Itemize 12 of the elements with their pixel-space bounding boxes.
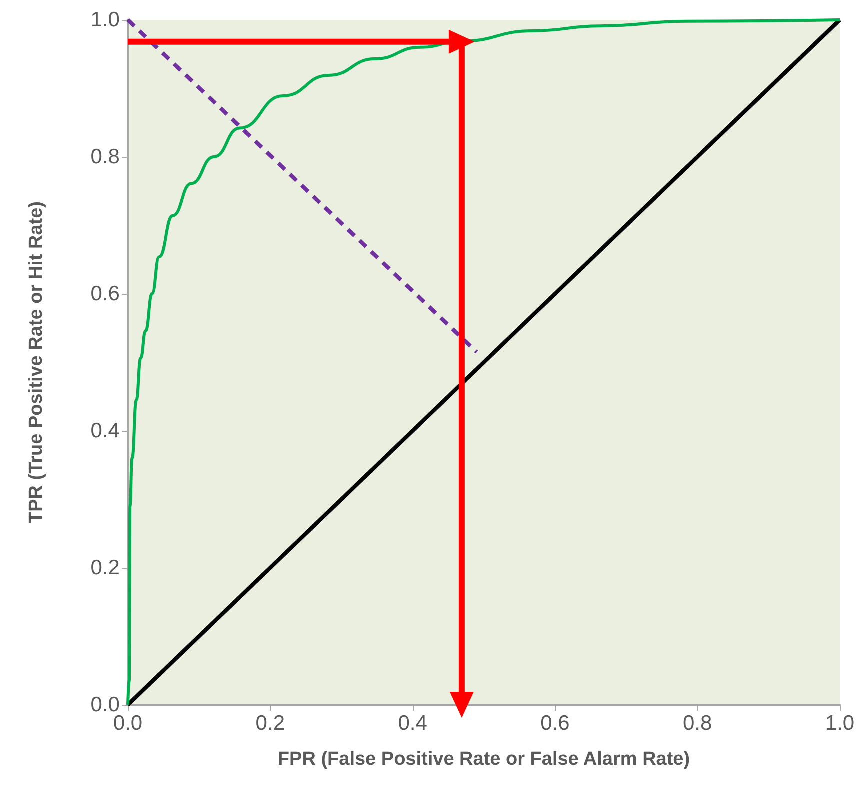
y-tick-label: 0.2 [90, 556, 120, 580]
y-tick-label: 0.6 [90, 282, 120, 306]
x-tick-label: 0.8 [683, 712, 712, 735]
x-tick-label: 0.6 [540, 712, 570, 735]
x-tick-label: 0.2 [256, 712, 285, 735]
y-tick-label: 1.0 [90, 8, 120, 32]
x-tick-label: 0.4 [398, 712, 428, 735]
y-tick-label: 0.8 [90, 146, 120, 168]
x-axis-title: FPR (False Positive Rate or False Alarm Rate) [278, 749, 690, 770]
x-tick-label: 1.0 [825, 712, 855, 735]
y-axis-title: TPR (True Positive Rate or Hit Rate) [26, 201, 47, 524]
y-tick-label: 0.4 [90, 420, 120, 442]
